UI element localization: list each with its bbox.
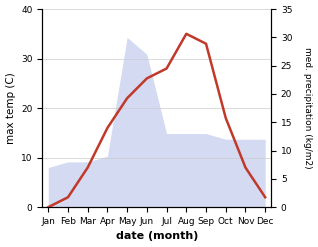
- X-axis label: date (month): date (month): [115, 231, 198, 242]
- Y-axis label: max temp (C): max temp (C): [5, 72, 16, 144]
- Y-axis label: med. precipitation (kg/m2): med. precipitation (kg/m2): [303, 47, 313, 169]
